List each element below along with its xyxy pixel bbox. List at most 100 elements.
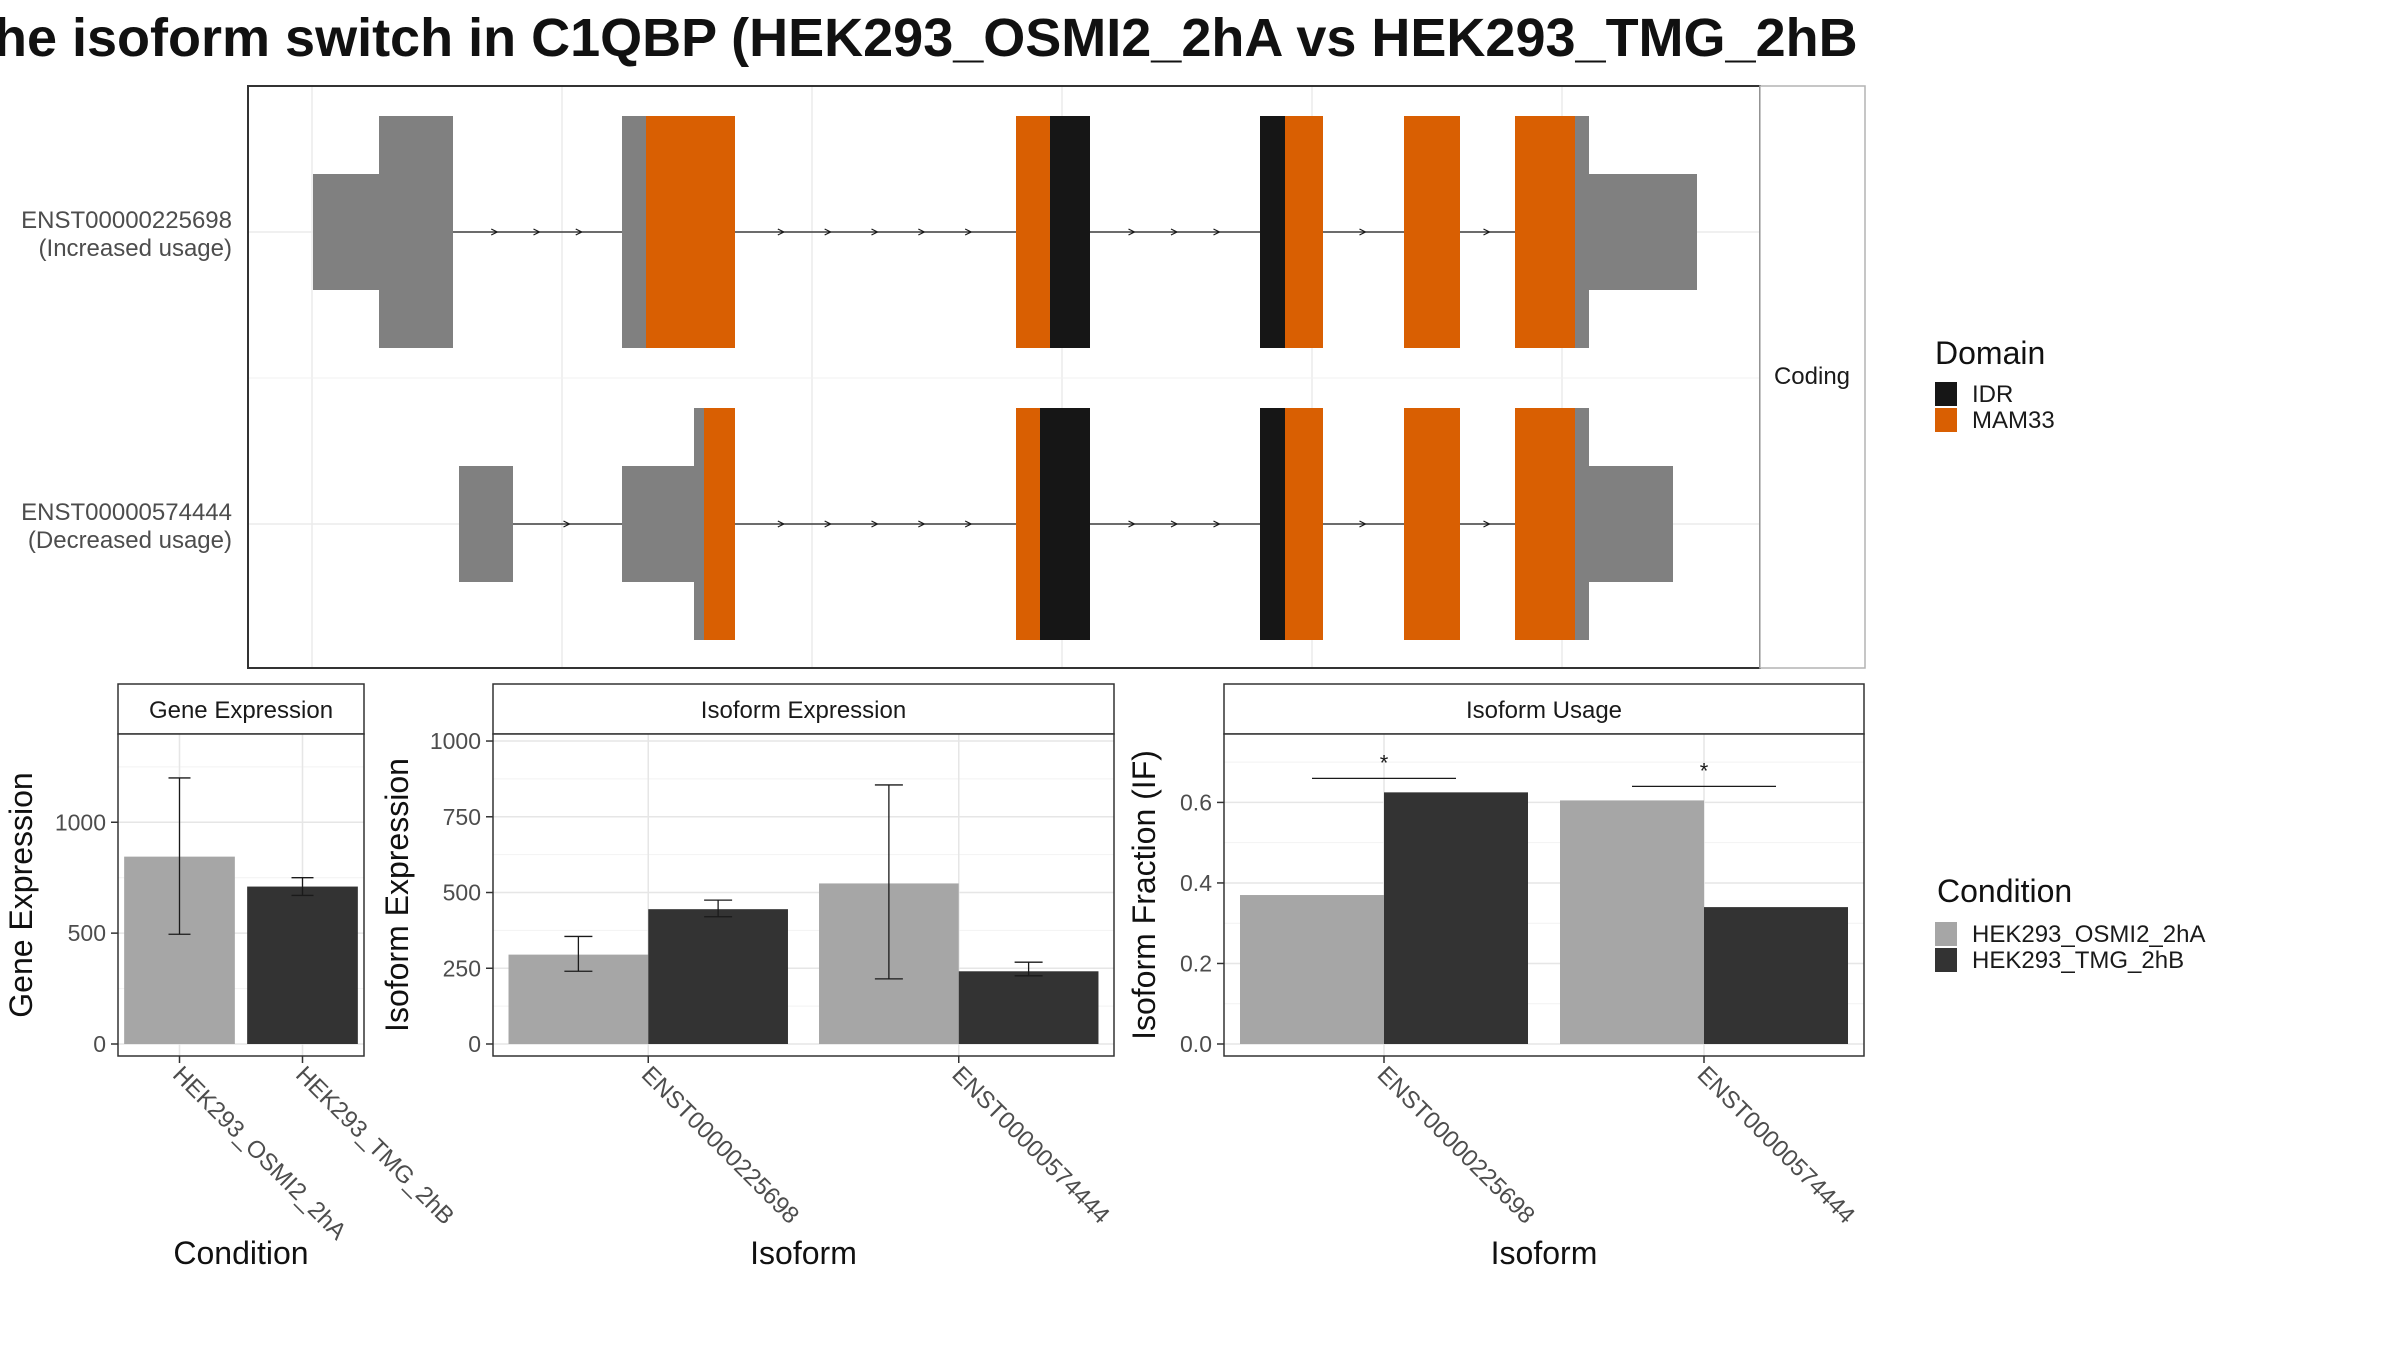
direction-arrow	[1213, 520, 1221, 528]
exon-segment-mam33	[1515, 116, 1575, 348]
direction-arrow	[871, 228, 879, 236]
panel-title: Isoform Expression	[701, 697, 906, 724]
bar	[1560, 800, 1704, 1044]
exon-segment-mam33	[646, 116, 735, 348]
y-tick-label: 0.0	[1180, 1031, 1212, 1057]
legend-label: MAM33	[1972, 407, 2055, 434]
exon-segment-noncoding	[1589, 174, 1697, 290]
direction-arrow	[533, 228, 541, 236]
transcript-track-1	[459, 408, 1673, 640]
panel-strip	[117, 683, 365, 735]
bar	[247, 886, 358, 1044]
exon-segment-noncoding	[1575, 116, 1589, 348]
coding-strip-label: Coding	[1774, 363, 1850, 390]
direction-arrow	[824, 228, 833, 236]
exon-segment-idr	[1050, 116, 1090, 348]
y-tick-label: 500	[443, 880, 481, 906]
direction-arrow	[918, 520, 926, 528]
bar	[1704, 907, 1848, 1044]
exon-segment-idr	[1040, 408, 1090, 640]
y-tick-label: 250	[443, 955, 481, 981]
y-tick-label: 0	[468, 1031, 481, 1057]
direction-arrow	[1128, 520, 1136, 528]
exon-segment-noncoding	[459, 466, 513, 582]
bar	[1384, 792, 1528, 1044]
direction-arrow	[777, 520, 786, 528]
transcript-label-id: ENST00000574444	[21, 499, 232, 526]
exon-segment-mam33	[1016, 116, 1050, 348]
y-axis-title: Gene Expression	[3, 772, 39, 1017]
exon-segment-noncoding	[379, 116, 453, 348]
legend-swatch-condition	[1935, 922, 1957, 946]
exon-segment-noncoding	[622, 116, 646, 348]
direction-arrow	[964, 520, 973, 528]
bar	[1240, 895, 1384, 1044]
legend-label: HEK293_TMG_2hB	[1972, 947, 2184, 974]
transcript-labels: ENST00000225698(Increased usage) ENST0000…	[21, 207, 232, 554]
direction-arrow	[1170, 228, 1179, 236]
transcript-structure-panel: Coding ENST00000225698(Increased usage)E…	[21, 85, 1866, 669]
direction-arrow	[1359, 228, 1367, 236]
legend-label: HEK293_OSMI2_2hA	[1972, 921, 2205, 948]
x-axis-title: Isoform	[1491, 1235, 1598, 1271]
exon-segment-mam33	[1016, 408, 1040, 640]
legend-swatch-condition	[1935, 948, 1957, 972]
panel-strip	[1223, 683, 1865, 735]
direction-arrow	[1483, 228, 1491, 236]
transcript-track-0	[313, 116, 1697, 348]
legend-swatch-idr	[1935, 382, 1957, 406]
exon-segment-idr	[1260, 116, 1285, 348]
x-axis-title: Isoform	[750, 1235, 857, 1271]
plot-border	[117, 733, 365, 1057]
y-tick-label: 0	[93, 1031, 106, 1057]
exon-segment-noncoding	[1589, 466, 1673, 582]
condition-legend-title: Condition	[1937, 873, 2072, 909]
panel-title: Isoform Usage	[1466, 697, 1622, 724]
panel-title: Gene Expression	[149, 697, 333, 724]
x-axis-title: Condition	[173, 1235, 308, 1271]
direction-arrow	[918, 228, 926, 236]
y-tick-label: 0.2	[1180, 950, 1212, 976]
direction-arrow	[1359, 520, 1367, 528]
legend-label: IDR	[1972, 381, 2013, 408]
direction-arrow	[575, 228, 584, 236]
direction-arrow	[490, 228, 499, 236]
direction-arrow	[824, 520, 833, 528]
significance-star: *	[1380, 750, 1389, 775]
y-tick-label: 1000	[430, 728, 481, 754]
domain-legend-title: Domain	[1935, 335, 2045, 371]
exon-segment-mam33	[1285, 408, 1323, 640]
exon-segment-noncoding	[622, 466, 694, 582]
exon-segment-mam33	[1515, 408, 1575, 640]
transcript-label-usage: (Increased usage)	[39, 235, 232, 262]
direction-arrow	[1483, 520, 1491, 528]
direction-arrow	[1213, 228, 1221, 236]
coding-strip	[1759, 85, 1866, 669]
y-axis-title: Isoform Expression	[379, 758, 415, 1032]
structure-tracks	[313, 116, 1697, 640]
y-tick-label: 500	[68, 920, 106, 946]
exon-segment-noncoding	[1575, 408, 1589, 640]
exon-segment-idr	[1260, 408, 1285, 640]
exon-segment-mam33	[1404, 408, 1460, 640]
bar	[958, 971, 1099, 1044]
significance-star: *	[1700, 758, 1709, 783]
y-tick-label: 0.6	[1180, 789, 1212, 815]
direction-arrow	[1128, 228, 1136, 236]
exon-segment-mam33	[1285, 116, 1323, 348]
plot-border	[1223, 733, 1865, 1057]
exon-segment-mam33	[704, 408, 735, 640]
direction-arrow	[1170, 520, 1179, 528]
direction-arrow	[563, 520, 571, 528]
exon-segment-noncoding	[694, 408, 704, 640]
plot-border	[492, 733, 1115, 1057]
y-axis-title: Isoform Fraction (IF)	[1126, 750, 1162, 1040]
direction-arrow	[964, 228, 973, 236]
transcript-label-id: ENST00000225698	[21, 207, 232, 234]
y-tick-label: 0.4	[1180, 870, 1212, 896]
direction-arrow	[777, 228, 786, 236]
exon-segment-noncoding	[313, 174, 379, 290]
legend-swatch-mam33	[1935, 408, 1957, 432]
